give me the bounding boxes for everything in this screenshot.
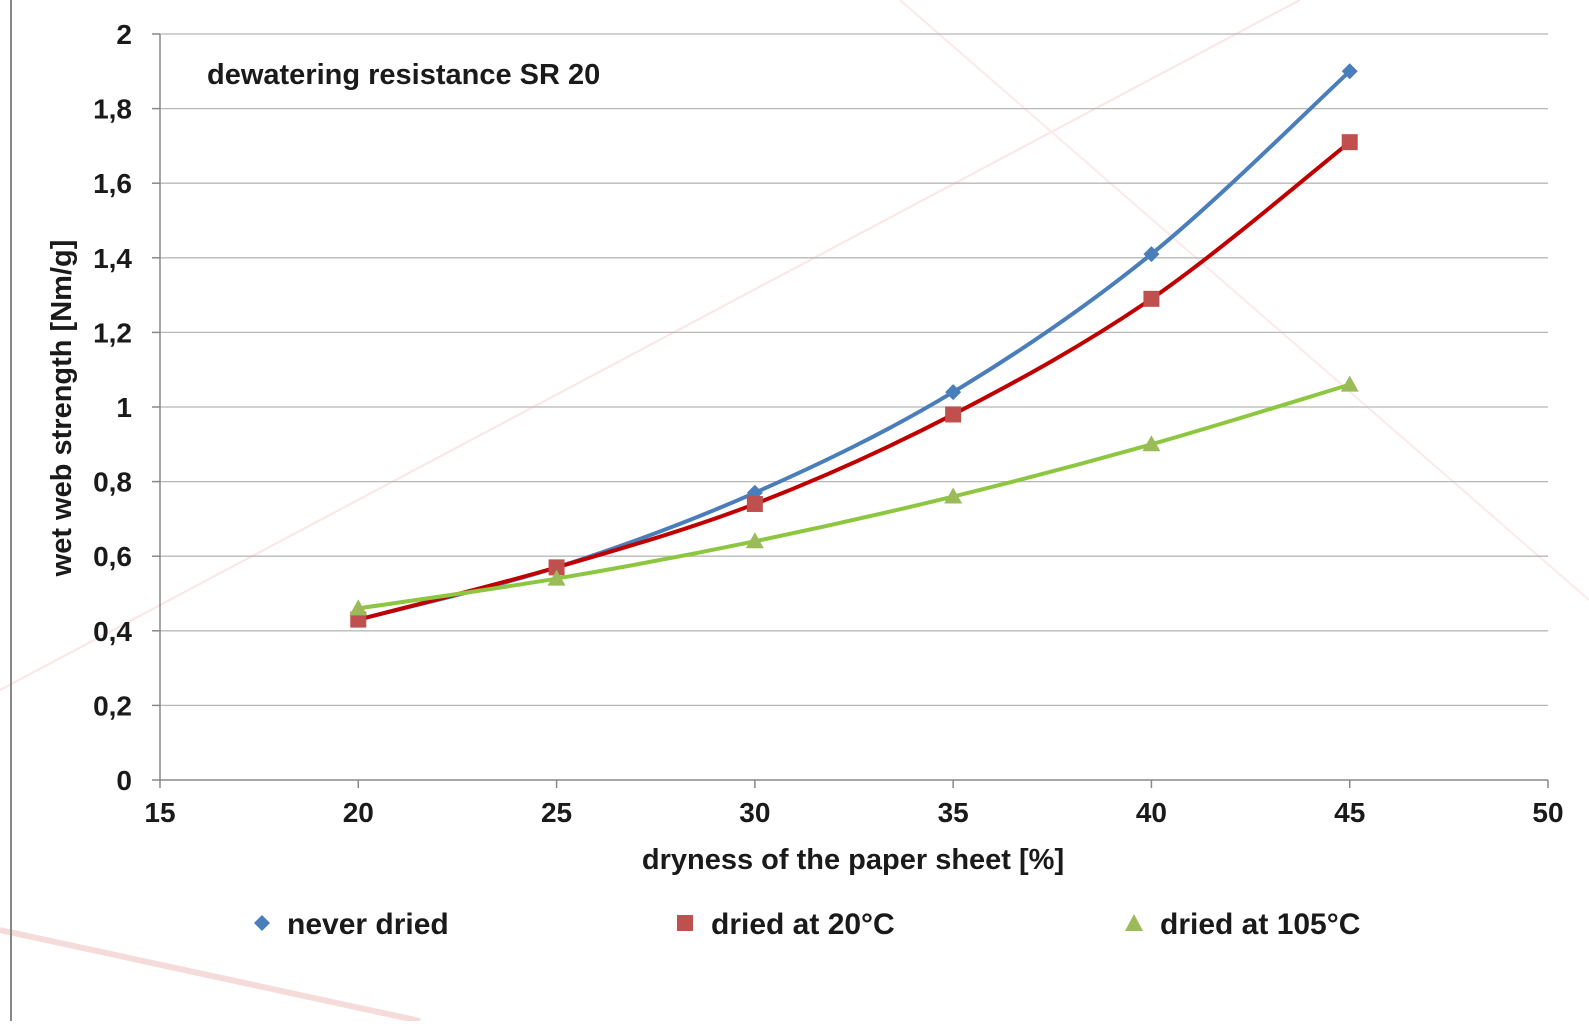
data-point — [1142, 435, 1161, 452]
y-tick-label: 0,8 — [93, 467, 132, 498]
y-axis-label: wet web strength [Nm/g] — [46, 240, 78, 578]
series-dried-105 — [349, 375, 1359, 616]
y-tick-label: 1 — [116, 392, 132, 423]
x-tick-label: 20 — [343, 797, 374, 828]
data-point — [1143, 246, 1160, 263]
y-tick-label: 1,6 — [93, 168, 132, 199]
x-tick-label: 30 — [739, 797, 770, 828]
legend-item-never-dried: never dried — [254, 908, 449, 941]
series-dried-20 — [350, 134, 1358, 628]
data-point — [1341, 63, 1358, 80]
series-never-dried — [350, 63, 1358, 628]
y-tick-label: 1,4 — [93, 243, 132, 274]
data-point — [547, 569, 566, 586]
legend-marker-square — [677, 915, 693, 931]
gridlines — [160, 33, 1548, 707]
y-tick-label: 0,6 — [93, 541, 132, 572]
legend-item-dried-105: dried at 105°C — [1125, 908, 1360, 941]
y-tick-label: 2 — [116, 19, 132, 50]
x-tick-label: 35 — [938, 797, 969, 828]
y-tick-label: 0 — [116, 765, 132, 796]
data-point — [944, 487, 963, 504]
data-point — [548, 559, 565, 576]
series-line — [356, 69, 1352, 622]
data-point — [746, 495, 763, 512]
labels-layer: dewatering resistance SR 20 dryness of t… — [46, 59, 1064, 876]
chart-annotation: dewatering resistance SR 20 — [207, 59, 600, 91]
y-tick-label: 0,2 — [93, 690, 132, 721]
legend: never dried dried at 20°C dried at 105°C — [254, 908, 1360, 941]
data-point — [1143, 290, 1160, 307]
x-tick-label: 25 — [541, 797, 572, 828]
series-line — [356, 140, 1352, 622]
x-tick-label: 45 — [1334, 797, 1365, 828]
legend-item-dried-20: dried at 20°C — [677, 908, 895, 941]
legend-marker-triangle — [1125, 914, 1143, 931]
x-tick-label: 40 — [1136, 797, 1167, 828]
x-tick-label: 50 — [1532, 797, 1563, 828]
legend-label: dried at 20°C — [711, 908, 895, 941]
data-point — [945, 406, 962, 423]
x-axis-label: dryness of the paper sheet [%] — [642, 844, 1064, 876]
legend-label: dried at 105°C — [1160, 908, 1360, 941]
legend-marker-diamond — [254, 915, 270, 931]
data-point — [350, 611, 367, 628]
legend-label: never dried — [287, 908, 449, 941]
data-point — [945, 384, 962, 401]
x-tick-label: 15 — [144, 797, 175, 828]
data-point — [1341, 134, 1358, 151]
y-tick-label: 0,4 — [93, 616, 132, 647]
axes: 0 0,2 0,4 0,6 0,8 1 1,2 1,4 1,6 1,8 2 15 20 25 30 35 40 4… — [93, 19, 1564, 828]
y-tick-label: 1,8 — [93, 94, 132, 125]
series-layer — [349, 63, 1359, 628]
data-point — [1340, 375, 1359, 392]
y-tick-label: 1,2 — [93, 317, 132, 348]
data-point — [349, 599, 368, 616]
data-point — [745, 532, 764, 549]
series-line — [356, 382, 1352, 611]
